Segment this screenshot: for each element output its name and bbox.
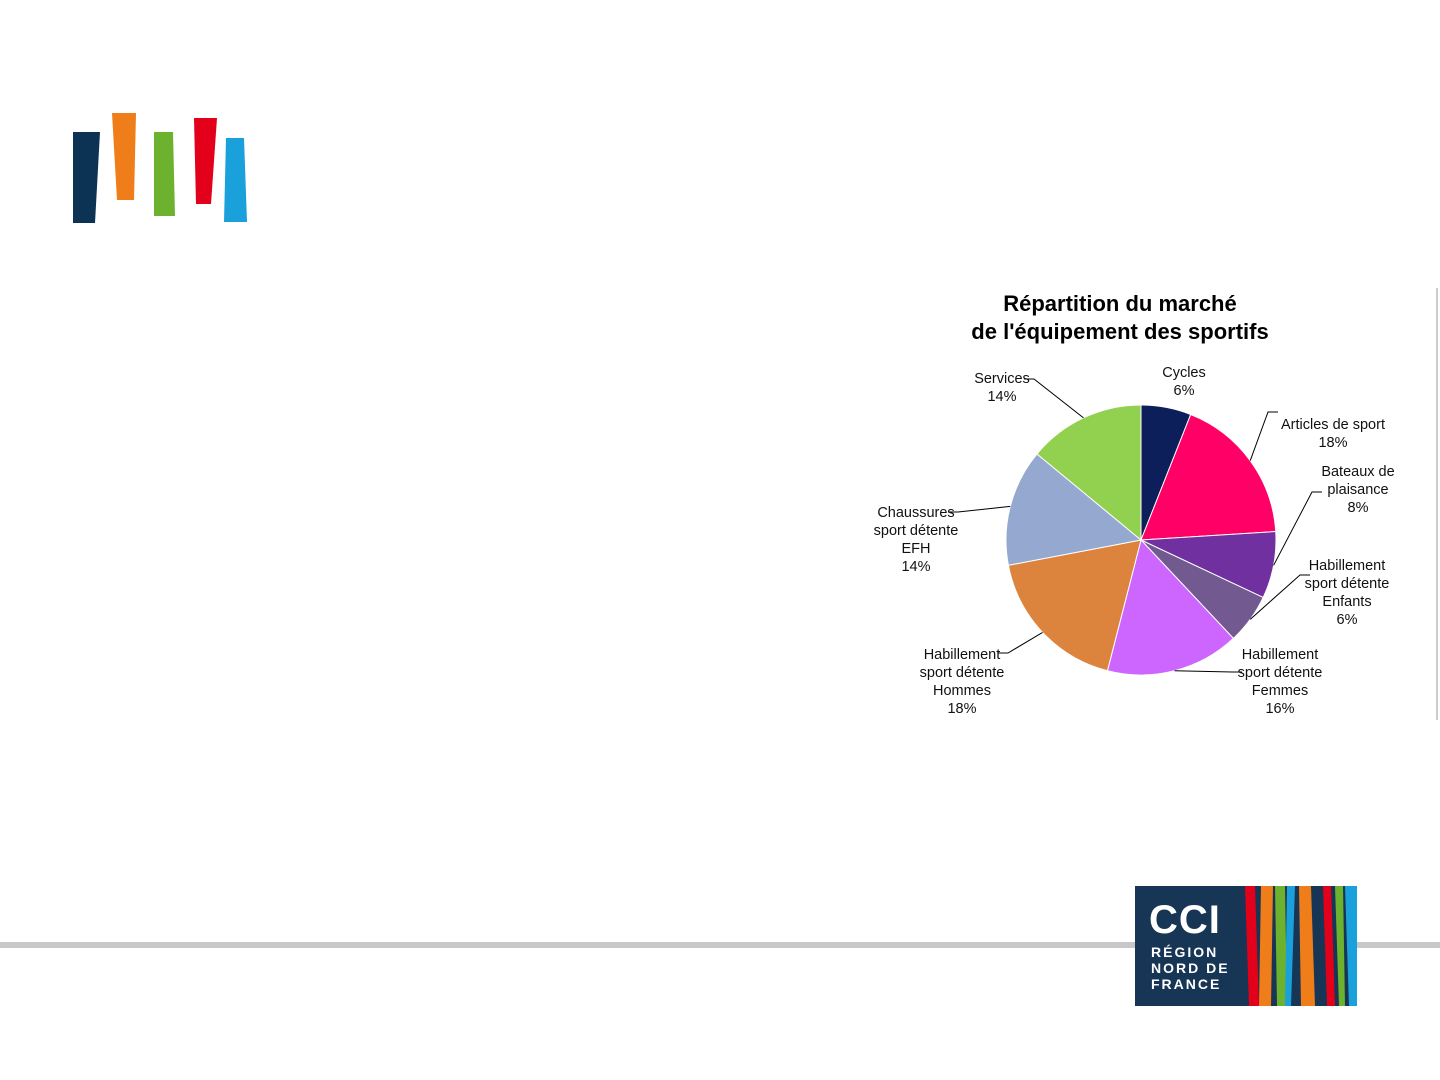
footer-rule <box>0 942 1440 948</box>
logo-bar <box>224 138 247 222</box>
logo-bar <box>154 132 175 216</box>
logo-line: RÉGION <box>1151 944 1219 960</box>
logo-bar <box>194 118 217 204</box>
slice-label: Habillement sport détente Enfants 6% <box>1297 557 1397 629</box>
slice-label: Chaussures sport détente EFH 14% <box>866 504 966 576</box>
logo-lines: RÉGION NORD DE FRANCE <box>1151 944 1230 992</box>
slice-label: Bateaux de plaisance 8% <box>1313 463 1403 517</box>
pie-slice <box>1140 413 1277 541</box>
category-label: Articles de sport <box>1281 417 1385 433</box>
leader-line <box>1174 670 1242 673</box>
leader-line <box>1273 491 1322 566</box>
value-label: 18% <box>947 701 977 717</box>
leader-line <box>948 505 1011 513</box>
pie <box>948 378 1322 676</box>
slice-label: Services 14% <box>962 370 1042 406</box>
slice-label: Articles de sport 18% <box>1263 416 1403 452</box>
logo-line: FRANCE <box>1151 976 1222 992</box>
value-label: 8% <box>1347 500 1369 516</box>
slice-label: Habillement sport détente Femmes 16% <box>1230 646 1330 718</box>
logo-stripes <box>1245 886 1357 1006</box>
title-line: Répartition du marché <box>1003 291 1237 316</box>
category-label: Habillement sport détente Hommes <box>919 647 1005 699</box>
category-label: Habillement sport détente Enfants <box>1304 558 1390 610</box>
leader-line <box>998 631 1043 654</box>
leader-line <box>1249 411 1278 461</box>
category-label: Chaussures sport détente EFH <box>873 505 959 557</box>
value-label: 18% <box>1318 435 1348 451</box>
leader-line <box>1024 378 1084 419</box>
chart-title: Répartition du marché de l'équipement de… <box>971 290 1268 346</box>
logo-bar <box>112 113 136 200</box>
category-label: Services <box>974 371 1030 387</box>
value-label: 14% <box>901 559 931 575</box>
pie-slice <box>1106 538 1235 676</box>
value-label: 14% <box>987 389 1017 405</box>
category-label: Bateaux de plaisance <box>1321 464 1395 498</box>
cci-logo: CCI RÉGION NORD DE FRANCE <box>1135 886 1357 1006</box>
pie-slice <box>1005 453 1143 566</box>
value-label: 16% <box>1265 701 1295 717</box>
value-label: 6% <box>1336 612 1358 628</box>
title-line: de l'équipement des sportifs <box>971 319 1269 344</box>
value-label: 6% <box>1173 383 1195 399</box>
category-label: Cycles <box>1162 365 1206 381</box>
logo-bar <box>73 132 100 223</box>
category-label: Habillement sport détente Femmes <box>1237 647 1323 699</box>
pie-slice <box>1036 404 1142 542</box>
leader-line <box>1249 574 1310 620</box>
logo-name: CCI <box>1149 898 1221 942</box>
slice-label: Cycles 6% <box>1144 364 1224 400</box>
logo-line: NORD DE <box>1151 960 1230 976</box>
slice-label: Habillement sport détente Hommes 18% <box>912 646 1012 718</box>
